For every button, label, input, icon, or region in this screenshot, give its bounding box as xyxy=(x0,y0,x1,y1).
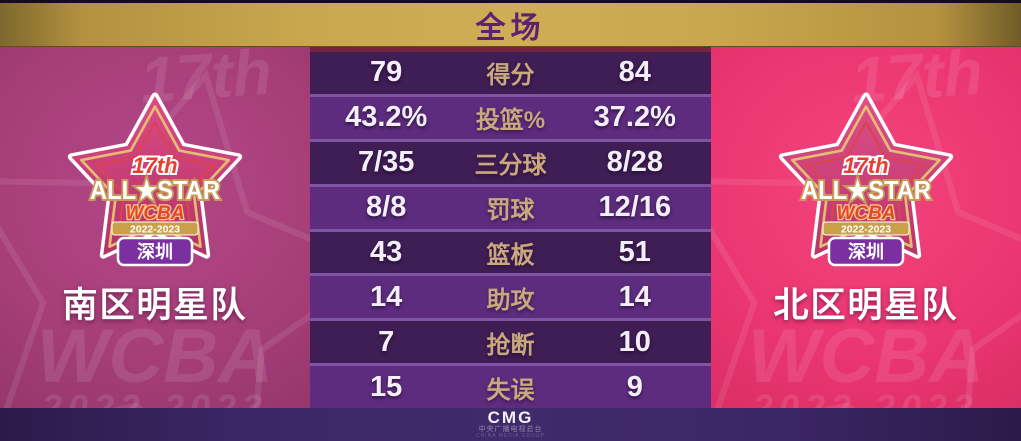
stat-value-south: 14 xyxy=(370,280,403,313)
cmg-subtitle: 中央广播电视总台 xyxy=(478,426,543,434)
stat-value-north: 51 xyxy=(618,235,651,268)
badge-city-plate xyxy=(827,236,905,267)
stat-value-south: 43.2% xyxy=(345,101,428,134)
fullgame-banner: 全场 xyxy=(0,3,1021,47)
badge-edition: 17th xyxy=(132,153,177,178)
stats-row: 7 抢断 10 xyxy=(310,321,711,364)
stats-row: 43.2% 投篮% 37.2% xyxy=(310,96,711,139)
badge-title: ALL★STAR xyxy=(801,175,931,205)
badge-city-text: 深圳 xyxy=(137,241,173,262)
team-name-south: 南区明星队 xyxy=(62,286,248,325)
watermark-league-text: WCBA xyxy=(747,314,985,400)
badge-league-logo: WCBA xyxy=(836,203,895,224)
star-red-outline-icon xyxy=(806,121,926,235)
watermark-league-text: WCBA xyxy=(36,314,274,400)
stat-value-south: 7/35 xyxy=(357,146,415,179)
stat-label: 抢断 xyxy=(486,331,535,359)
badge-season-ribbon xyxy=(111,221,199,236)
stat-value-north: 84 xyxy=(618,56,651,89)
south-team-panel: 17th WCBA 2022-2023 17th ALL★S xyxy=(0,47,310,408)
stat-value-north: 9 xyxy=(626,370,643,403)
stat-label: 三分球 xyxy=(474,152,547,180)
cmg-subtitle-en: CHINA MEDIA GROUP xyxy=(476,433,545,440)
stats-panel: 79 得分 84 43.2% 投篮% 37.2% 7/35 三分球 8/28 8… xyxy=(310,47,711,408)
stat-label: 助攻 xyxy=(486,286,535,314)
stats-row: 43 篮板 51 xyxy=(310,231,711,274)
badge-edition: 17th xyxy=(843,153,888,178)
watermark-season-text: 2022-2023 xyxy=(41,386,269,408)
stat-value-north: 8/28 xyxy=(606,146,664,179)
badge-city-plate xyxy=(116,236,194,267)
stats-row: 79 得分 84 xyxy=(310,52,711,94)
badge-season-text: 2022-2023 xyxy=(130,224,180,236)
team-name-north: 北区明星队 xyxy=(773,286,959,325)
star-red-outline-icon xyxy=(95,121,215,235)
stat-value-south: 7 xyxy=(378,325,395,358)
stats-row: 14 助攻 14 xyxy=(310,276,711,319)
stat-value-north: 10 xyxy=(618,325,651,358)
allstar-badge-north: 17th ALL★STAR WCBA 2022-2023 深圳 xyxy=(778,92,954,267)
stat-label: 罚球 xyxy=(486,197,535,225)
watermark-league-block: WCBA 2022-2023 xyxy=(0,314,310,408)
stats-rows: 79 得分 84 43.2% 投篮% 37.2% 7/35 三分球 8/28 8… xyxy=(310,52,711,408)
stat-value-south: 79 xyxy=(370,56,403,89)
stat-value-north: 37.2% xyxy=(593,101,676,134)
badge-season-ribbon xyxy=(822,221,910,236)
badge-season-text: 2022-2023 xyxy=(841,224,891,236)
stats-panel-top-strip xyxy=(310,47,711,52)
stat-value-north: 12/16 xyxy=(598,191,672,224)
stat-label: 失误 xyxy=(486,376,535,404)
stats-row: 7/35 三分球 8/28 xyxy=(310,141,711,184)
cmg-logo: CMG xyxy=(487,408,534,428)
stat-value-north: 14 xyxy=(618,280,651,313)
stat-value-south: 8/8 xyxy=(366,191,407,224)
top-edge-strip xyxy=(0,0,1021,3)
stat-value-south: 15 xyxy=(370,370,403,403)
stats-row: 15 失误 9 xyxy=(310,366,711,408)
badge-title: ALL★STAR xyxy=(90,175,220,205)
footer-bar: CMG 中央广播电视总台 CHINA MEDIA GROUP xyxy=(0,408,1021,441)
allstar-badge-south: 17th ALL★STAR WCBA 2022-2023 深圳 xyxy=(67,92,243,267)
badge-league-logo: WCBA xyxy=(125,203,184,224)
stat-label: 篮板 xyxy=(486,241,535,269)
stat-label: 投篮% xyxy=(475,107,546,135)
main-area: 17th WCBA 2022-2023 17th ALL★S xyxy=(0,47,1021,408)
stat-value-south: 43 xyxy=(370,235,403,268)
watermark-season-text: 2022-2023 xyxy=(752,386,980,408)
stat-label: 得分 xyxy=(486,62,535,90)
badge-city-text: 深圳 xyxy=(848,241,884,262)
watermark-star-icon xyxy=(711,69,1021,408)
watermark-league-block: WCBA 2022-2023 xyxy=(711,314,1021,408)
watermark-star-icon xyxy=(0,69,310,408)
north-team-panel: 17th WCBA 2022-2023 17th ALL★S xyxy=(711,47,1021,408)
banner-title: 全场 xyxy=(475,11,546,45)
stats-row: 8/8 罚球 12/16 xyxy=(310,186,711,229)
